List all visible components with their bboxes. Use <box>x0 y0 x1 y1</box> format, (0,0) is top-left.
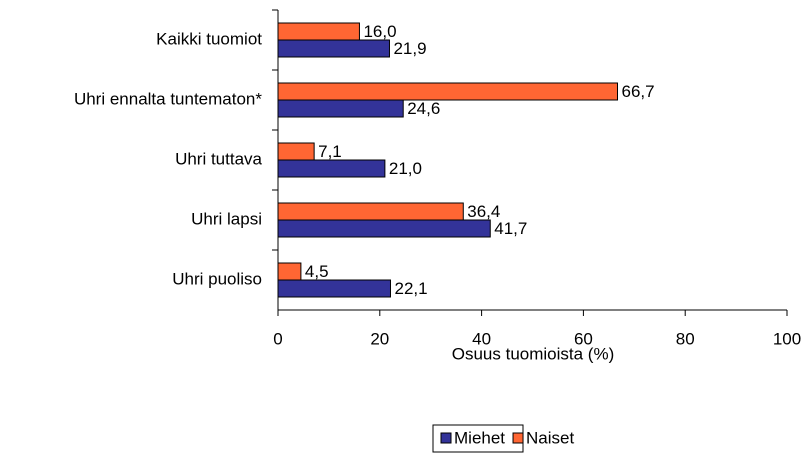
y-tick-label: Kaikki tuomiot <box>156 29 262 48</box>
bar <box>277 202 464 221</box>
bar <box>277 219 491 238</box>
x-axis-title: Osuus tuomioista (%) <box>452 344 615 363</box>
value-label: 66,7 <box>622 82 655 101</box>
value-label: 16,0 <box>363 22 396 41</box>
legend-swatch <box>512 432 524 444</box>
x-tick-label: 40 <box>472 329 491 348</box>
bar <box>277 262 302 281</box>
bar <box>277 82 619 101</box>
value-label: 21,9 <box>393 39 426 58</box>
x-tick-label: 80 <box>676 329 695 348</box>
bar <box>277 39 390 58</box>
bar <box>277 142 315 161</box>
value-label: 22,1 <box>394 279 427 298</box>
x-tick-label: 0 <box>273 329 282 348</box>
value-label: 41,7 <box>494 219 527 238</box>
x-tick-label: 100 <box>773 329 801 348</box>
y-tick-label: Uhri puoliso <box>172 269 262 288</box>
legend-swatch <box>440 432 452 444</box>
x-tick-label: 20 <box>370 329 389 348</box>
value-label: 21,0 <box>389 159 422 178</box>
bar <box>277 279 391 298</box>
legend-label: Naiset <box>526 428 574 447</box>
y-tick-label: Uhri tuttava <box>175 149 262 168</box>
value-label: 4,5 <box>305 262 329 281</box>
value-label: 24,6 <box>407 99 440 118</box>
value-label: 7,1 <box>318 142 342 161</box>
value-label: 36,4 <box>467 202 500 221</box>
x-tick-label: 60 <box>574 329 593 348</box>
bar <box>277 99 404 118</box>
y-tick-label: Uhri lapsi <box>191 209 262 228</box>
bar <box>277 22 360 41</box>
bar <box>277 159 386 178</box>
legend-label: Miehet <box>454 428 505 447</box>
y-tick-label: Uhri ennalta tuntematon* <box>74 89 262 108</box>
